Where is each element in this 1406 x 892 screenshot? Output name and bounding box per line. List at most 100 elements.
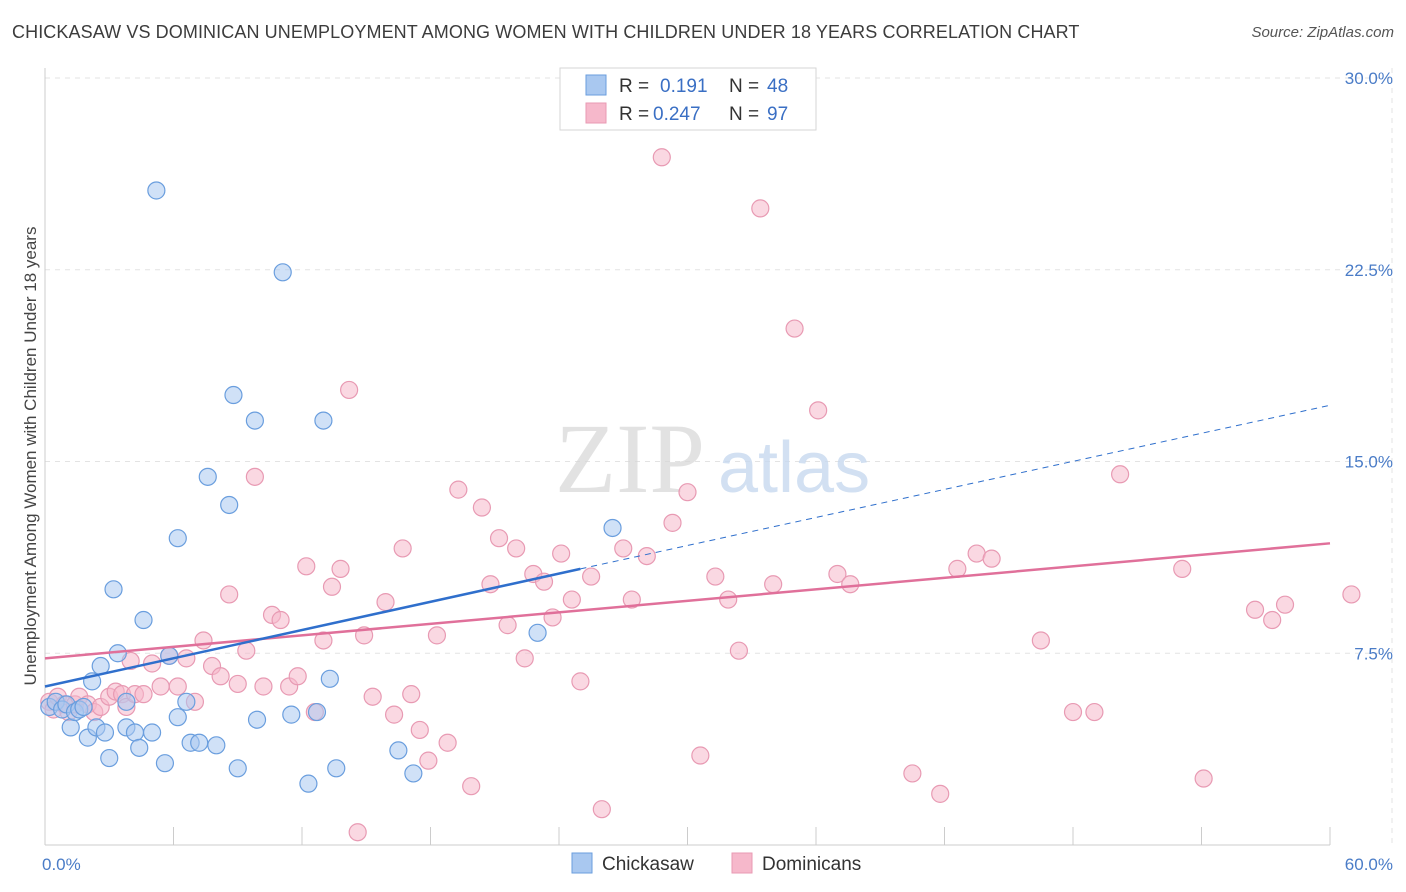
dominican-point <box>134 685 153 704</box>
dominican-point <box>691 746 710 765</box>
chickasaw-point <box>224 385 243 405</box>
chickasaw-point <box>155 754 175 773</box>
chickasaw-point <box>100 748 119 768</box>
bottom-legend-swatch-chickasaw <box>571 852 593 874</box>
dominican-point <box>331 559 350 578</box>
chickasaw-points <box>40 181 622 793</box>
dominican-point <box>582 567 601 586</box>
dominican-point <box>841 575 860 594</box>
legend-r-label-dominicans: R = <box>619 104 649 125</box>
dominican-point <box>245 467 264 486</box>
dominican-point <box>194 631 213 650</box>
dominican-point <box>764 575 783 594</box>
x-tick-label-max: 60.0% <box>1345 855 1393 874</box>
dominican-point <box>1263 610 1282 630</box>
dominican-point <box>931 784 950 803</box>
dominican-point <box>462 777 481 796</box>
bottom-legend-label-chickasaw: Chickasaw <box>602 854 694 875</box>
dominican-point <box>592 800 611 819</box>
chickasaw-point <box>142 723 162 742</box>
chickasaw-point <box>245 411 264 430</box>
dominican-point <box>729 641 749 660</box>
bottom-legend-label-dominicans: Dominicans <box>762 854 861 875</box>
chickasaw-point <box>190 733 209 752</box>
dominican-point <box>622 590 641 609</box>
dominican-point <box>177 649 196 668</box>
dominican-point <box>1342 585 1361 604</box>
dominican-point <box>903 764 922 783</box>
y-tick-labels: 7.5% 15.0% 22.5% 30.0% <box>1345 69 1393 663</box>
legend-n-value-chickasaw: 48 <box>767 76 788 97</box>
chickasaw-point <box>95 723 115 742</box>
dominican-point <box>427 626 447 645</box>
dominican-point <box>663 513 682 532</box>
dominican-point <box>449 480 468 499</box>
legend-r-label-chickasaw: R = <box>619 76 649 97</box>
dominican-point <box>151 677 170 696</box>
legend-n-value-dominicans: 97 <box>767 104 788 125</box>
dominican-point <box>507 539 526 558</box>
dominican-point <box>211 667 230 686</box>
chickasaw-trend-extension <box>580 404 1331 570</box>
watermark-atlas: atlas <box>718 428 870 508</box>
dominican-point <box>1194 769 1213 788</box>
dominican-point <box>652 148 671 167</box>
chickasaw-point <box>273 263 292 282</box>
dominican-point <box>402 685 421 704</box>
chickasaw-point <box>528 623 547 642</box>
dominican-point <box>363 687 382 706</box>
chickasaw-point <box>320 669 339 688</box>
grid-layer <box>45 68 1393 845</box>
watermark: ZIP atlas <box>555 403 870 514</box>
chickasaw-point <box>104 580 123 599</box>
legend-swatch-dominicans <box>585 102 607 124</box>
dominican-point <box>410 720 429 740</box>
chickasaw-point <box>125 723 145 742</box>
legend-swatch-chickasaw <box>585 74 607 96</box>
dominican-point <box>489 529 509 548</box>
x-tick-label-min: 0.0% <box>42 855 81 874</box>
legend-n-label-chickasaw: N = <box>729 76 759 97</box>
chickasaw-point <box>228 759 247 778</box>
chickasaw-point <box>177 692 196 711</box>
trend-lines <box>44 404 1331 688</box>
dominican-point <box>254 677 273 696</box>
dominican-point <box>515 649 534 668</box>
y-tick-label: 15.0% <box>1345 453 1393 472</box>
chickasaw-point <box>327 759 346 778</box>
legend-r-value-chickasaw: 0.191 <box>660 76 708 97</box>
dominican-point <box>271 610 290 630</box>
y-tick-label: 22.5% <box>1345 261 1393 280</box>
dominican-point <box>384 705 404 724</box>
dominican-point <box>472 498 491 517</box>
dominican-point <box>498 616 517 635</box>
dominican-trend-line <box>44 542 1331 660</box>
x-tick-labels: 0.0% 60.0% <box>42 855 1393 874</box>
chickasaw-point <box>117 692 136 711</box>
dominican-point <box>678 483 697 502</box>
dominican-point <box>637 546 656 566</box>
dominican-point <box>228 674 247 694</box>
dominican-point <box>1275 595 1295 614</box>
legend: R = 0.191 N = 48 R = 0.247 N = 97 <box>559 67 817 131</box>
chickasaw-point <box>314 411 333 430</box>
dominican-point <box>1111 465 1130 484</box>
dominican-point <box>168 677 187 696</box>
dominican-point <box>340 380 359 400</box>
dominican-point <box>614 539 633 558</box>
bottom-legend: Chickasaw Dominicans <box>571 852 861 875</box>
dominican-point <box>322 577 342 596</box>
chickasaw-point <box>282 705 301 724</box>
legend-r-value-dominicans: 0.247 <box>653 104 701 125</box>
dominican-point <box>297 557 316 576</box>
chickasaw-point <box>198 467 217 486</box>
chickasaw-point <box>389 741 408 760</box>
chickasaw-point <box>207 736 226 755</box>
chickasaw-point <box>603 518 622 538</box>
chickasaw-point <box>168 529 187 548</box>
dominican-point <box>1173 559 1192 578</box>
chickasaw-point <box>168 708 187 727</box>
y-tick-label: 30.0% <box>1345 69 1393 88</box>
dominican-point <box>1085 702 1104 722</box>
